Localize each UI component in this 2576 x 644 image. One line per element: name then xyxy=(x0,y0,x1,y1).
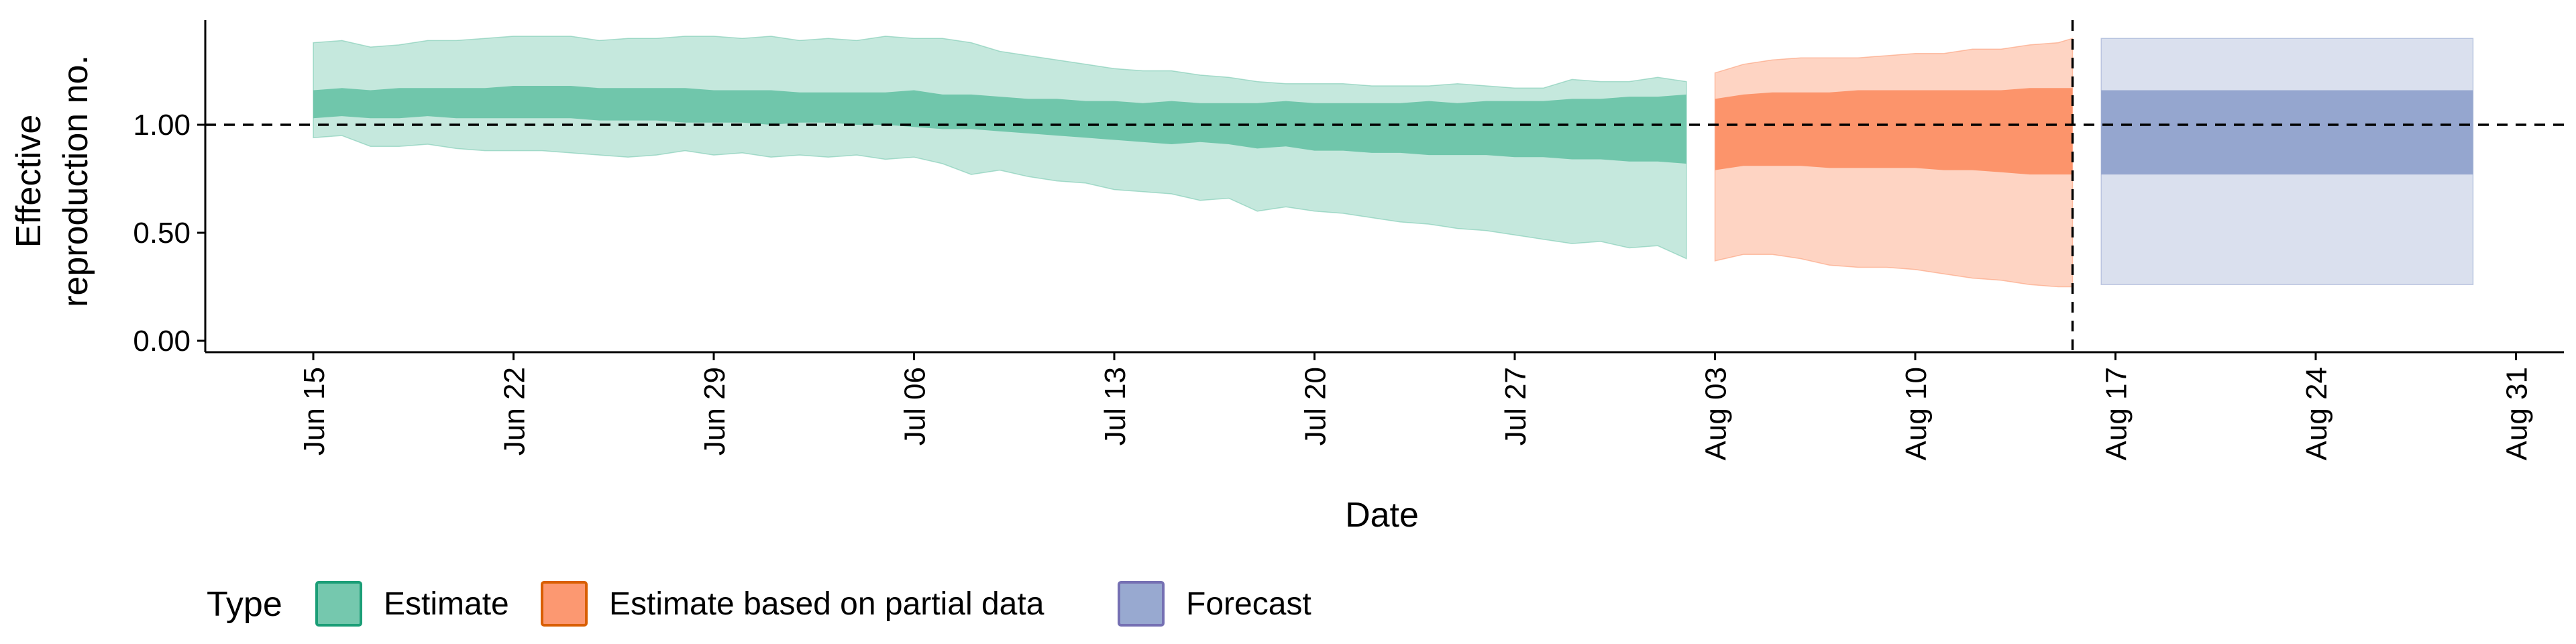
x-tick-label: Jul 27 xyxy=(1499,367,1532,445)
legend-swatch xyxy=(1118,581,1165,627)
series-0 xyxy=(313,36,1687,260)
x-tick-label: Aug 10 xyxy=(1900,367,1933,460)
x-tick-label: Aug 31 xyxy=(2501,367,2534,460)
x-tick-label: Aug 03 xyxy=(1700,367,1733,460)
legend-swatch xyxy=(541,581,588,627)
y-tick-label: 0.50 xyxy=(133,217,191,250)
x-tick-label: Jul 06 xyxy=(899,367,932,445)
legend-label: Forecast xyxy=(1186,586,1311,622)
legend-swatch xyxy=(315,581,362,627)
y-axis-title-line: Effective xyxy=(9,115,48,248)
legend: Type Estimate Estimate based on partial da… xyxy=(207,581,1311,627)
x-tick-label: Jun 15 xyxy=(298,367,331,455)
axes xyxy=(204,20,2564,354)
x-tick-label: Jun 22 xyxy=(498,367,531,455)
legend-title: Type xyxy=(207,585,282,624)
x-axis-title: Date xyxy=(1345,496,1419,535)
y-ticks: 0.00 0.50 1.00 xyxy=(133,109,205,358)
series-1 xyxy=(1714,38,2074,288)
x-tick-label: Jun 29 xyxy=(698,367,731,455)
y-tick-label: 1.00 xyxy=(133,109,191,142)
inner-band-1 xyxy=(1715,88,2073,175)
x-ticks: Jun 15 Jun 22 Jun 29 Jul 06 Jul 13 Jul 20 Jul … xyxy=(298,352,2534,460)
inner-band-2 xyxy=(2101,90,2473,175)
series-2 xyxy=(2100,38,2474,286)
legend-label: Estimate based on partial data xyxy=(609,586,1044,622)
x-tick-label: Jul 13 xyxy=(1099,367,1132,445)
x-tick-label: Aug 24 xyxy=(2300,367,2333,460)
x-tick-label: Aug 17 xyxy=(2100,367,2133,460)
y-axis-title-line: reproduction no. xyxy=(56,55,95,307)
y-tick-label: 0.00 xyxy=(133,325,191,358)
y-axis-title: Effective reproduction no. xyxy=(9,55,95,307)
x-tick-label: Jul 20 xyxy=(1299,367,1332,445)
legend-label: Estimate xyxy=(384,586,509,622)
bands-layer xyxy=(313,36,2474,288)
